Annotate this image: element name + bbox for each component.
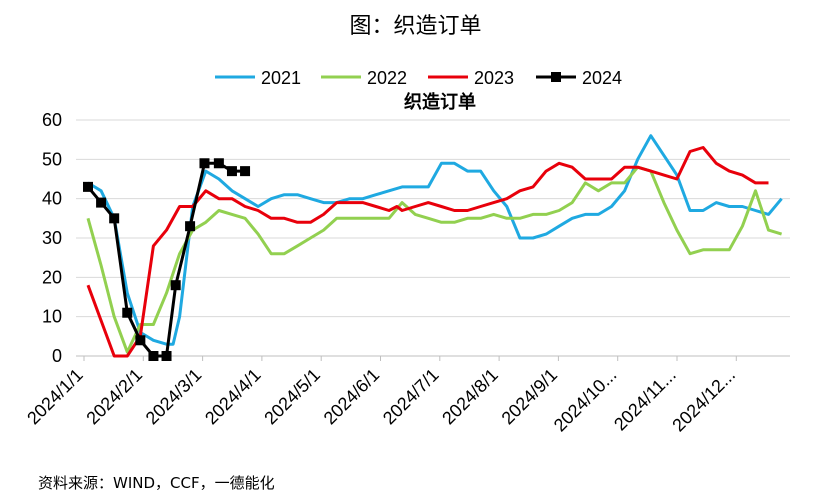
x-tick-label: 2024/3/1 [142,365,206,429]
source-note: 资料来源：WIND，CCF，一德能化 [38,474,275,492]
y-tick-label: 40 [42,189,62,209]
series-point-2024 [96,197,107,208]
series-line-2022 [86,165,783,354]
y-axis-ticks: 0 10 20 30 40 50 60 [42,110,62,366]
x-tick-label: 2024/10... [550,365,621,436]
legend-marker-2024 [551,72,561,82]
series-point-2024 [109,213,120,224]
x-tick-label: 2024/4/1 [201,365,265,429]
figure-title: 图：织造订单 [349,14,482,39]
legend-label-2022: 2022 [367,68,407,88]
x-tick-label: 2024/8/1 [438,365,502,429]
series-point-2024 [161,351,172,361]
legend-label-2024: 2024 [582,68,622,88]
chart-series [83,134,783,361]
x-tick-label: 2024/12... [668,365,739,436]
series-point-2024 [83,181,93,192]
legend-label-2021: 2021 [261,68,301,88]
series-point-2024 [199,158,210,169]
series-line-2023 [86,146,769,358]
series-point-2024 [122,307,133,318]
series-line-2021 [87,134,783,346]
series-point-2024 [185,221,196,232]
x-tick-label: 2024/2/1 [82,365,146,429]
y-tick-label: 20 [42,267,62,287]
series-point-2024 [226,166,237,177]
y-tick-label: 60 [42,110,62,130]
y-tick-label: 10 [42,307,62,327]
y-tick-label: 50 [42,149,62,169]
x-tick-label: 2024/11... [610,365,680,435]
chart-title: 织造订单 [404,91,476,113]
series-point-2024 [148,351,159,361]
y-tick-label: 0 [52,346,62,366]
chart-legend: 2021 2022 2023 2024 [215,68,622,88]
legend-label-2023: 2023 [474,68,514,88]
series-point-2024 [135,335,146,346]
series-point-2024 [240,166,251,177]
y-tick-label: 30 [42,228,62,248]
series-line-2024 [86,161,246,358]
x-tick-label: 2024/6/1 [320,365,384,429]
x-tick-label: 2024/7/1 [379,365,443,429]
x-axis-ticks: 2024/1/12024/2/12024/3/12024/4/12024/5/1… [23,356,739,435]
x-tick-label: 2024/5/1 [260,365,324,429]
x-tick-label: 2024/1/1 [23,365,87,429]
series-point-2024 [170,280,181,291]
series-point-2024 [213,158,224,169]
